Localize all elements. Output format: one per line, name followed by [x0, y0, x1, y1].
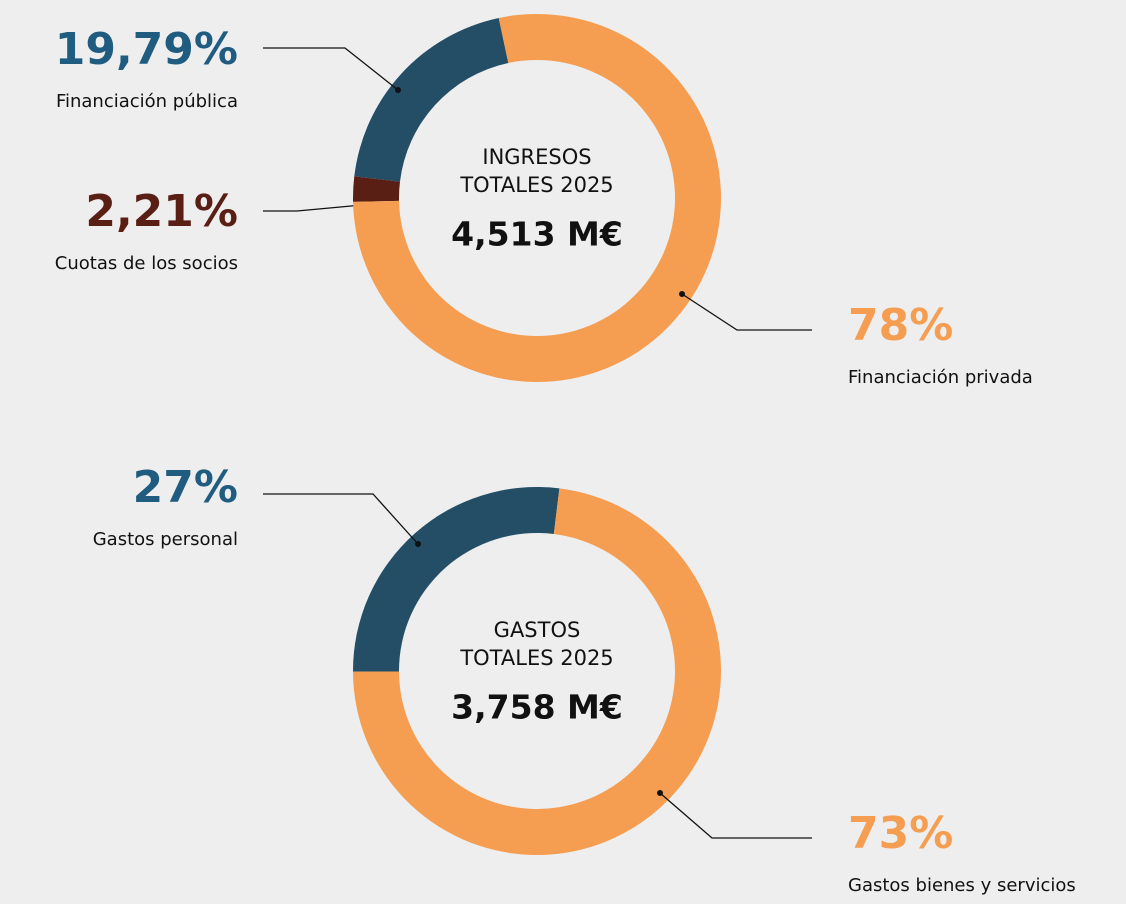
category-label: Financiación pública [56, 91, 238, 112]
percent-label: 73% [848, 808, 953, 859]
leader-line [263, 204, 363, 212]
percent-label: 27% [133, 462, 238, 513]
leader-dot [415, 541, 421, 547]
percent-label: 78% [848, 300, 953, 351]
center-total: 3,758 M€ [451, 688, 623, 727]
category-label: Gastos bienes y servicios [848, 875, 1076, 896]
donut-segment [354, 18, 509, 182]
leader-line [263, 47, 399, 91]
leader-line [659, 792, 812, 839]
percent-label: 19,79% [55, 24, 238, 75]
leader-line [263, 493, 419, 545]
leader-dot [679, 291, 685, 297]
percent-label: 2,21% [85, 186, 238, 237]
center-title: TOTALES 2025 [459, 646, 613, 670]
center-title: INGRESOS [482, 145, 591, 169]
donut-segment [352, 176, 400, 202]
center-title: GASTOS [494, 618, 581, 642]
category-label: Gastos personal [93, 529, 238, 550]
center-total: 4,513 M€ [451, 215, 623, 254]
category-label: Financiación privada [848, 367, 1033, 388]
center-title: TOTALES 2025 [459, 173, 613, 197]
leader-line [681, 293, 812, 331]
donut-segment [353, 487, 560, 672]
leader-dot [395, 87, 401, 93]
category-label: Cuotas de los socios [55, 253, 238, 274]
leader-dot [657, 790, 663, 796]
